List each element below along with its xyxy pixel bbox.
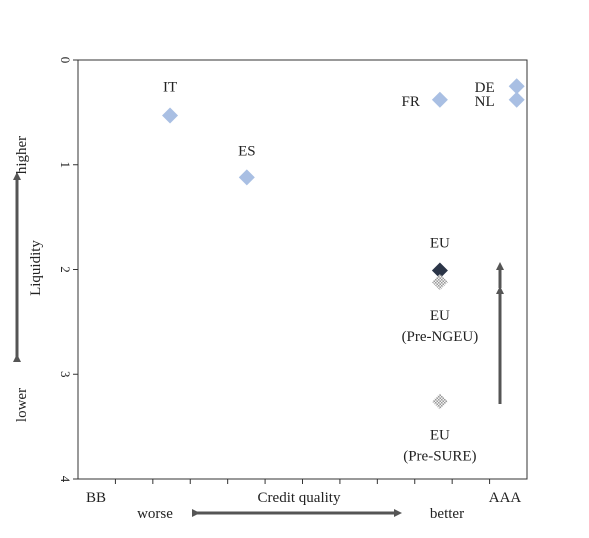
y-tick-label: 0: [58, 57, 73, 64]
x-axis-right-category: AAA: [489, 490, 522, 506]
data-point-fr: [431, 91, 448, 108]
point-sublabel: (Pre-NGEU): [402, 329, 479, 345]
point-label: DE: [475, 80, 495, 96]
plot-area: [77, 59, 528, 480]
data-point-it: [162, 107, 179, 124]
data-point-de: [508, 78, 525, 95]
point-label: EU: [430, 308, 450, 324]
data-point-eu-pre-ngeu: [431, 274, 448, 291]
x-axis-better-label: better: [430, 506, 464, 522]
y-tick-label: 1: [58, 162, 73, 169]
data-point-eu: [431, 262, 448, 279]
y-axis-higher-label: higher: [14, 136, 30, 174]
y-axis-title: Liquidity: [28, 240, 44, 296]
data-point-es: [238, 169, 255, 186]
point-label: EU: [430, 236, 450, 252]
y-axis-lower-label: lower: [14, 388, 30, 422]
point-label: NL: [475, 94, 495, 110]
y-tick-label: 2: [58, 266, 73, 273]
y-tick-label: 3: [58, 371, 73, 378]
point-label: EU: [430, 427, 450, 443]
data-point-eu-pre-sure: [431, 393, 448, 410]
data-point-nl: [508, 91, 525, 108]
x-axis-ticks: [114, 479, 491, 484]
x-axis-worse-label: worse: [137, 506, 173, 522]
point-label: IT: [163, 80, 177, 96]
point-sublabel: (Pre-SURE): [403, 448, 476, 464]
x-axis-left-category: BB: [86, 490, 106, 506]
y-tick-label: 4: [58, 476, 73, 483]
x-axis-title: Credit quality: [258, 490, 341, 506]
y-axis-ticks: 0 1 2 3 4: [58, 57, 78, 483]
point-label: ES: [238, 143, 256, 159]
point-label: FR: [402, 94, 420, 110]
